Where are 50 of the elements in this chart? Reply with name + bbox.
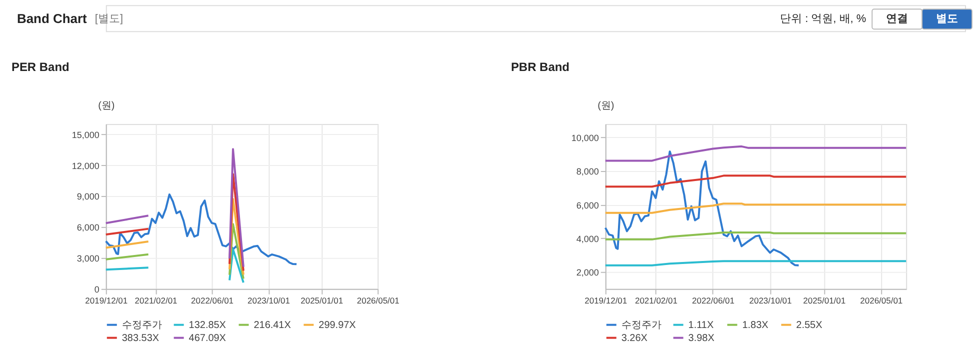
y-axis-title: (원): [598, 100, 614, 112]
line-series: [604, 145, 908, 162]
x-tick-label: 2019/12/01: [584, 295, 628, 306]
y-tick-label: 6,000: [76, 222, 100, 233]
y-tick-label: 0: [94, 284, 100, 294]
y-tick-label: 8,000: [576, 166, 599, 177]
legend-label: 1.11X: [688, 320, 714, 331]
x-tick-label: 2022/06/01: [191, 295, 234, 306]
text: 단위 : 억원, 배, %: [780, 13, 866, 26]
x-tick-label: 2026/05/01: [356, 295, 400, 306]
legend-label: 132.85X: [188, 320, 226, 331]
legend-label: 467.09X: [188, 332, 226, 344]
x-tick-label: 2023/10/01: [749, 295, 792, 306]
y-tick-label: 10,000: [571, 133, 599, 143]
legend-label: 3.26X: [621, 332, 648, 344]
legend-label: 299.97X: [318, 320, 356, 331]
line-series: [104, 193, 298, 266]
line-series: [604, 174, 908, 188]
legend-label: 1.83X: [742, 320, 769, 331]
x-tick-label: 2025/01/01: [300, 295, 344, 306]
legend-label: 216.41X: [254, 320, 292, 331]
x-tick-label: 2022/06/01: [692, 295, 735, 306]
y-tick-label: 9,000: [76, 192, 100, 202]
line-series: [604, 232, 908, 240]
y-tick-label: 3,000: [76, 253, 100, 264]
x-tick-label: 2021/02/01: [634, 295, 678, 306]
y-tick-label: 6,000: [576, 200, 599, 210]
text: [별도]: [94, 13, 124, 26]
line-series: [604, 202, 908, 214]
y-tick-label: 2,000: [576, 268, 599, 278]
text: 연결: [886, 13, 908, 26]
legend-label: 수정주가: [621, 320, 662, 331]
y-tick-label: 12,000: [72, 160, 100, 171]
legend-label: 2.55X: [796, 320, 823, 331]
legend-label: 수정주가: [122, 320, 162, 331]
x-tick-label: 2025/01/01: [803, 295, 846, 306]
chart-title: PER Band: [11, 60, 70, 74]
x-tick-label: 2021/02/01: [134, 295, 178, 306]
x-tick-label: 2019/12/01: [85, 295, 128, 306]
y-axis-title: (원): [98, 100, 115, 112]
text: 별도: [936, 13, 958, 26]
y-tick-label: 4,000: [576, 234, 599, 244]
y-tick-label: 15,000: [72, 130, 100, 140]
chart-title: PBR Band: [510, 60, 570, 74]
line-series: [604, 150, 800, 266]
x-tick-label: 2026/05/01: [860, 295, 903, 306]
text: Band Chart: [16, 11, 88, 26]
legend-label: 3.98X: [688, 332, 715, 344]
legend-label: 383.53X: [122, 332, 160, 344]
x-tick-label: 2023/10/01: [248, 295, 290, 306]
